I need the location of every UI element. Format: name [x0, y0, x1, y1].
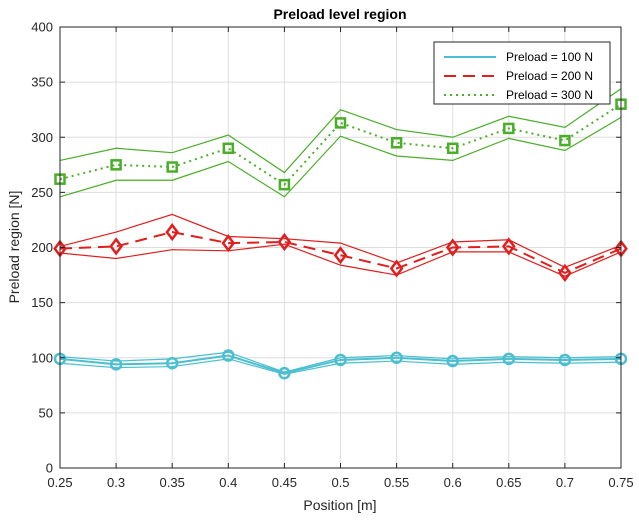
data-point [503, 122, 515, 135]
x-axis-title: Position [m] [303, 497, 376, 513]
series-line [59, 354, 622, 375]
x-tick-label: 0.7 [556, 475, 574, 490]
y-tick-label: 200 [31, 240, 53, 255]
data-point [334, 117, 347, 129]
data-point [278, 366, 291, 380]
x-tick-label: 0.55 [384, 475, 409, 490]
y-tick-label: 100 [31, 350, 53, 365]
legend-label: Preload = 200 N [506, 69, 593, 83]
data-point [501, 237, 516, 256]
data-point [109, 358, 123, 371]
x-tick-label: 0.6 [444, 475, 462, 490]
legend-label: Preload = 300 N [506, 88, 593, 102]
x-tick-label: 0.65 [496, 475, 521, 490]
x-tick-label: 0.35 [160, 475, 185, 490]
ticks: 0.25 0.3 0.35 0.4 0.45 0.5 0.55 0.6 0.65 0.7 0.75 0… [31, 20, 633, 491]
data-point [165, 357, 179, 370]
x-tick-label: 0.45 [272, 475, 297, 490]
series-line [59, 231, 622, 274]
y-tick-label: 350 [31, 75, 53, 90]
legend-label: Preload = 100 N [506, 50, 593, 64]
data-point [333, 246, 348, 265]
y-tick-label: 300 [31, 130, 53, 145]
data-point [278, 178, 291, 191]
x-tick-label: 0.4 [219, 475, 237, 490]
series-lower-bound [59, 116, 622, 198]
series-2 [53, 213, 628, 282]
y-tick-label: 250 [31, 185, 53, 200]
legend: Preload = 100 N Preload = 200 N Preload = … [433, 41, 611, 105]
data-point [558, 263, 572, 282]
legend-box [433, 41, 611, 105]
data-point [390, 351, 403, 364]
data-point [277, 232, 292, 252]
x-tick-label: 0.25 [47, 475, 72, 490]
data-point [558, 353, 572, 367]
series-layer [53, 88, 628, 380]
series-line [59, 103, 622, 186]
series-1 [53, 349, 628, 380]
x-tick-label: 0.5 [331, 475, 349, 490]
data-point [502, 352, 516, 366]
x-tick-label: 0.3 [107, 475, 125, 490]
data-point [110, 159, 122, 171]
data-point [165, 222, 180, 242]
data-point [446, 354, 459, 368]
data-point [445, 238, 460, 257]
y-tick-label: 0 [46, 461, 53, 476]
series-lower-bound [59, 358, 622, 375]
data-point [389, 259, 404, 278]
y-tick-label: 50 [39, 405, 53, 420]
data-point [446, 142, 459, 155]
chart-title: Preload level region [273, 6, 406, 22]
data-point [222, 142, 235, 155]
data-point [222, 349, 235, 362]
y-tick-label: 400 [31, 20, 53, 35]
series-lower-bound [59, 243, 622, 277]
data-point [390, 137, 403, 149]
series-upper-bound [59, 351, 622, 373]
data-point [109, 237, 123, 256]
y-tick-label: 150 [31, 295, 53, 310]
series-3 [54, 88, 627, 198]
series-upper-bound [59, 213, 622, 269]
y-axis-title: Preload region [N] [6, 191, 22, 304]
data-point [334, 353, 347, 367]
data-point [221, 234, 236, 253]
data-point [166, 161, 178, 173]
x-tick-label: 0.75 [608, 475, 633, 490]
series-upper-bound [59, 88, 622, 174]
data-point [559, 134, 571, 147]
